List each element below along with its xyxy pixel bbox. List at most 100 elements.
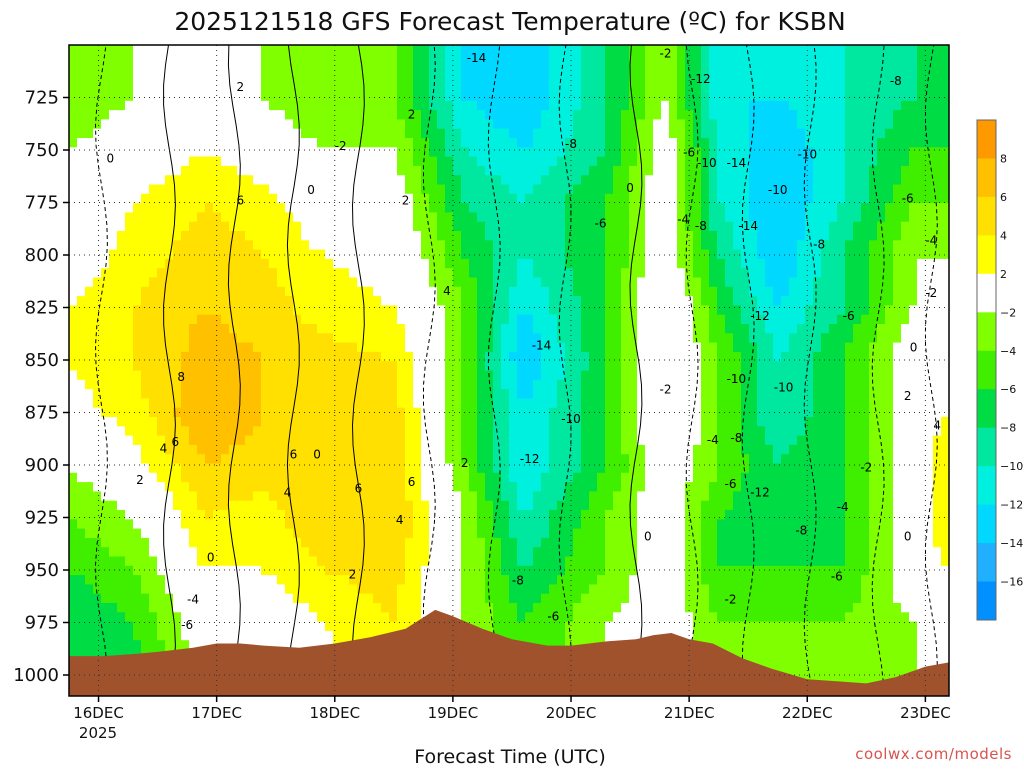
field-cell [165, 72, 174, 83]
field-cell [397, 72, 406, 83]
field-cell [101, 370, 110, 381]
field-cell [285, 361, 294, 372]
field-cell [77, 426, 86, 437]
field-cell [581, 491, 590, 502]
field-cell [245, 342, 254, 353]
field-cell [109, 510, 118, 520]
field-cell [477, 584, 486, 595]
field-cell [389, 389, 398, 399]
field-cell [541, 240, 550, 251]
field-cell [301, 268, 310, 279]
field-cell [277, 472, 286, 483]
field-cell [493, 407, 502, 418]
field-cell [637, 221, 646, 232]
field-cell [197, 537, 206, 548]
field-cell [557, 147, 566, 158]
field-cell [405, 519, 414, 530]
field-cell [181, 305, 190, 316]
field-cell [325, 472, 334, 483]
field-cell [101, 603, 110, 613]
field-cell [109, 482, 118, 492]
field-cell [85, 612, 94, 623]
field-cell [173, 184, 182, 195]
field-cell [373, 528, 382, 539]
field-cell [525, 184, 534, 195]
field-cell [541, 258, 550, 269]
field-cell [117, 324, 126, 334]
field-cell [101, 537, 110, 548]
field-cell [325, 519, 334, 530]
field-cell [349, 54, 358, 65]
field-cell [309, 258, 318, 269]
field-cell [93, 640, 102, 651]
field-cell [77, 417, 86, 427]
field-cell [125, 482, 134, 492]
field-cell [69, 231, 78, 241]
field-cell [413, 565, 422, 576]
field-cell [405, 482, 414, 492]
field-cell [421, 203, 430, 213]
field-cell [549, 398, 558, 409]
field-cell [325, 528, 334, 539]
field-cell [181, 621, 190, 632]
field-cell [605, 491, 614, 502]
field-cell [541, 268, 550, 279]
field-cell [325, 54, 334, 65]
field-cell [181, 128, 190, 139]
field-cell [173, 324, 182, 334]
field-cell [341, 482, 350, 492]
field-cell [109, 593, 118, 604]
field-cell [301, 500, 310, 511]
field-cell [589, 258, 598, 269]
field-cell [133, 640, 142, 651]
field-cell [309, 603, 318, 613]
field-cell [253, 91, 262, 102]
field-cell [341, 212, 350, 223]
field-cell [501, 621, 510, 632]
field-cell [197, 193, 206, 204]
field-cell [397, 63, 406, 74]
field-cell [277, 351, 286, 362]
field-cell [421, 519, 430, 530]
field-cell [517, 175, 526, 186]
field-cell [517, 389, 526, 399]
field-cell [237, 482, 246, 492]
field-cell [261, 565, 270, 576]
field-cell [437, 565, 446, 576]
field-cell [477, 193, 486, 204]
field-cell [101, 444, 110, 455]
field-cell [549, 482, 558, 492]
field-cell [381, 258, 390, 269]
field-cell [205, 491, 214, 502]
field-cell [93, 472, 102, 483]
field-cell [349, 147, 358, 158]
field-cell [605, 584, 614, 595]
field-cell [325, 537, 334, 548]
field-cell [213, 370, 222, 381]
field-cell [485, 389, 494, 399]
field-cell [445, 342, 454, 353]
field-cell [517, 165, 526, 176]
field-cell [357, 184, 366, 195]
field-cell [621, 482, 630, 492]
field-cell [133, 426, 142, 437]
field-cell [237, 519, 246, 530]
field-cell [141, 482, 150, 492]
field-cell [173, 361, 182, 372]
field-cell [213, 482, 222, 492]
field-cell [285, 389, 294, 399]
field-cell [605, 128, 614, 139]
field-cell [517, 72, 526, 83]
field-cell [109, 110, 118, 120]
field-cell [509, 556, 518, 567]
field-cell [437, 156, 446, 167]
field-cell [221, 175, 230, 186]
field-cell [133, 379, 142, 390]
field-cell [229, 435, 238, 446]
field-cell [285, 305, 294, 316]
field-cell [453, 110, 462, 120]
field-cell [597, 203, 606, 213]
field-cell [525, 482, 534, 492]
field-cell [413, 333, 422, 344]
field-cell [373, 575, 382, 585]
